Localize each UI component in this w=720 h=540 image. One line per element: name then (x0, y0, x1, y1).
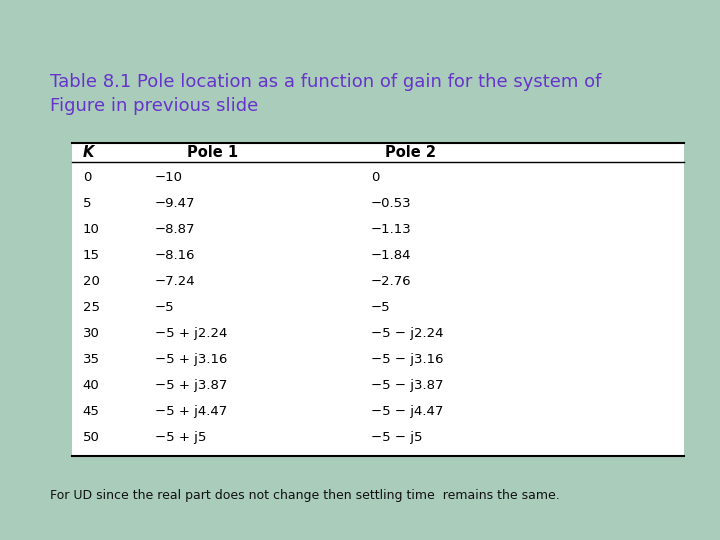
Text: 5: 5 (83, 197, 91, 210)
Text: −2.76: −2.76 (371, 275, 411, 288)
Text: −8.87: −8.87 (155, 223, 195, 236)
Text: 15: 15 (83, 249, 100, 262)
Text: −5: −5 (155, 301, 174, 314)
Text: 40: 40 (83, 380, 99, 393)
Text: 25: 25 (83, 301, 100, 314)
Text: −1.84: −1.84 (371, 249, 411, 262)
Text: 50: 50 (83, 431, 99, 444)
Text: −5: −5 (371, 301, 390, 314)
Text: −8.16: −8.16 (155, 249, 195, 262)
Text: −7.24: −7.24 (155, 275, 195, 288)
Text: 0: 0 (371, 171, 379, 184)
Text: Pole 1: Pole 1 (186, 145, 238, 160)
Text: −5 − j4.47: −5 − j4.47 (371, 406, 444, 419)
Text: −10: −10 (155, 171, 183, 184)
Text: −5 + j5: −5 + j5 (155, 431, 206, 444)
Text: −9.47: −9.47 (155, 197, 195, 210)
Text: −0.53: −0.53 (371, 197, 411, 210)
Text: K: K (83, 145, 94, 160)
Text: For UD since the real part does not change then settling time  remains the same.: For UD since the real part does not chan… (50, 489, 560, 502)
Text: −5 − j2.24: −5 − j2.24 (371, 327, 444, 340)
Text: −5 + j3.87: −5 + j3.87 (155, 380, 228, 393)
Text: 30: 30 (83, 327, 99, 340)
Text: Pole 2: Pole 2 (385, 145, 436, 160)
Text: Table 8.1 Pole location as a function of gain for the system of: Table 8.1 Pole location as a function of… (50, 73, 602, 91)
Text: Figure in previous slide: Figure in previous slide (50, 97, 258, 115)
Text: −1.13: −1.13 (371, 223, 412, 236)
Text: −5 − j3.16: −5 − j3.16 (371, 353, 444, 366)
Text: −5 − j5: −5 − j5 (371, 431, 423, 444)
Text: 0: 0 (83, 171, 91, 184)
Text: −5 + j3.16: −5 + j3.16 (155, 353, 228, 366)
Text: −5 − j3.87: −5 − j3.87 (371, 380, 444, 393)
Text: 20: 20 (83, 275, 99, 288)
Text: 35: 35 (83, 353, 100, 366)
Text: −5 + j2.24: −5 + j2.24 (155, 327, 228, 340)
Text: −5 + j4.47: −5 + j4.47 (155, 406, 227, 419)
Text: 45: 45 (83, 406, 99, 419)
Text: 10: 10 (83, 223, 99, 236)
